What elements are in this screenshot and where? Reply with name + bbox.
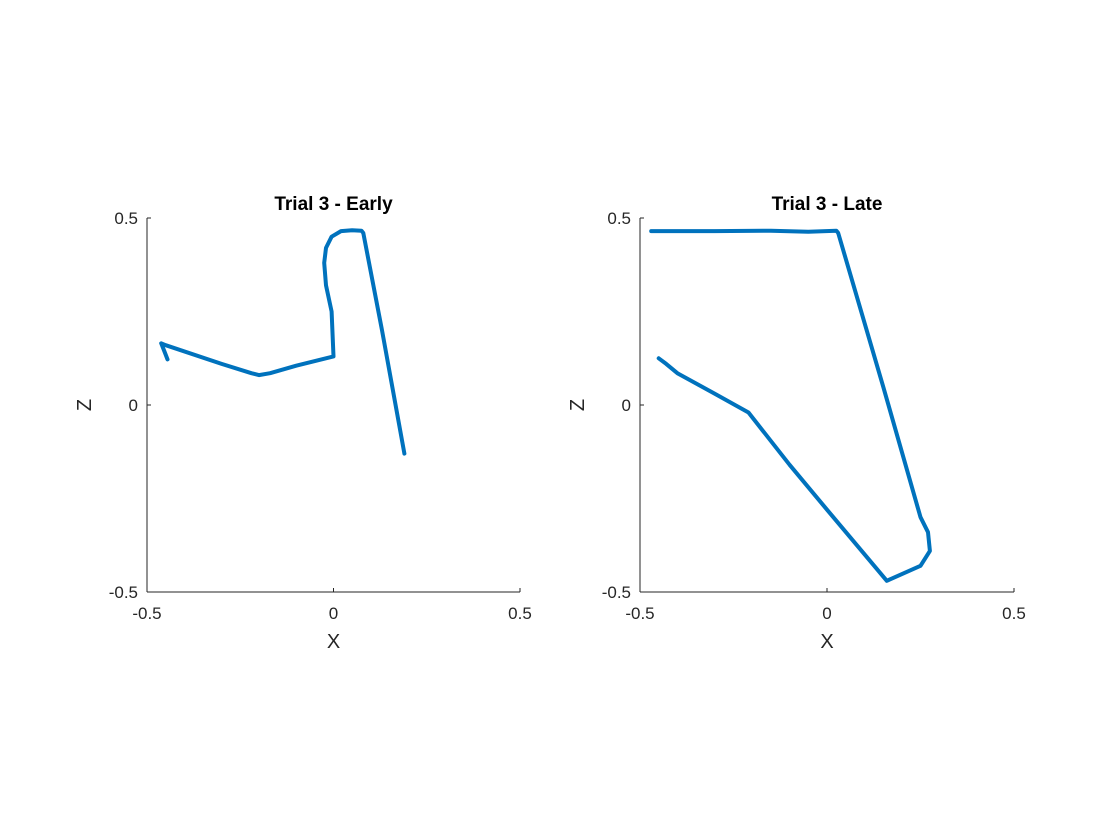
x-tick-label: 0 [329, 604, 338, 623]
subplot-trial-late: -0.5 0 0.5 -0.5 0 0.5 Trial 3 - Late X Z [567, 194, 1026, 653]
x-tick-label: -0.5 [625, 604, 654, 623]
x-tick-label: 0.5 [508, 604, 532, 623]
y-tick-label: 0 [622, 396, 631, 415]
subplot-trial-early: -0.5 0 0.5 -0.5 0 0.5 Trial 3 - Early X Z [74, 194, 532, 653]
chart-title: Trial 3 - Early [274, 194, 393, 215]
y-axis-label: Z [567, 399, 589, 411]
y-axis-label: Z [74, 399, 96, 411]
x-tick-label: -0.5 [132, 604, 161, 623]
trajectory-line [649, 228, 932, 583]
x-tick-label: 0 [822, 604, 831, 623]
x-tick-label: 0.5 [1002, 604, 1026, 623]
x-axis-label: X [820, 631, 833, 653]
trajectory-line [159, 228, 407, 456]
y-tick-label: 0.5 [607, 209, 631, 228]
y-tick-label: -0.5 [109, 583, 138, 602]
x-axis-label: X [327, 631, 340, 653]
y-tick-label: 0.5 [114, 209, 138, 228]
y-tick-label: 0 [129, 396, 138, 415]
chart-title: Trial 3 - Late [772, 194, 883, 215]
y-tick-label: -0.5 [602, 583, 631, 602]
